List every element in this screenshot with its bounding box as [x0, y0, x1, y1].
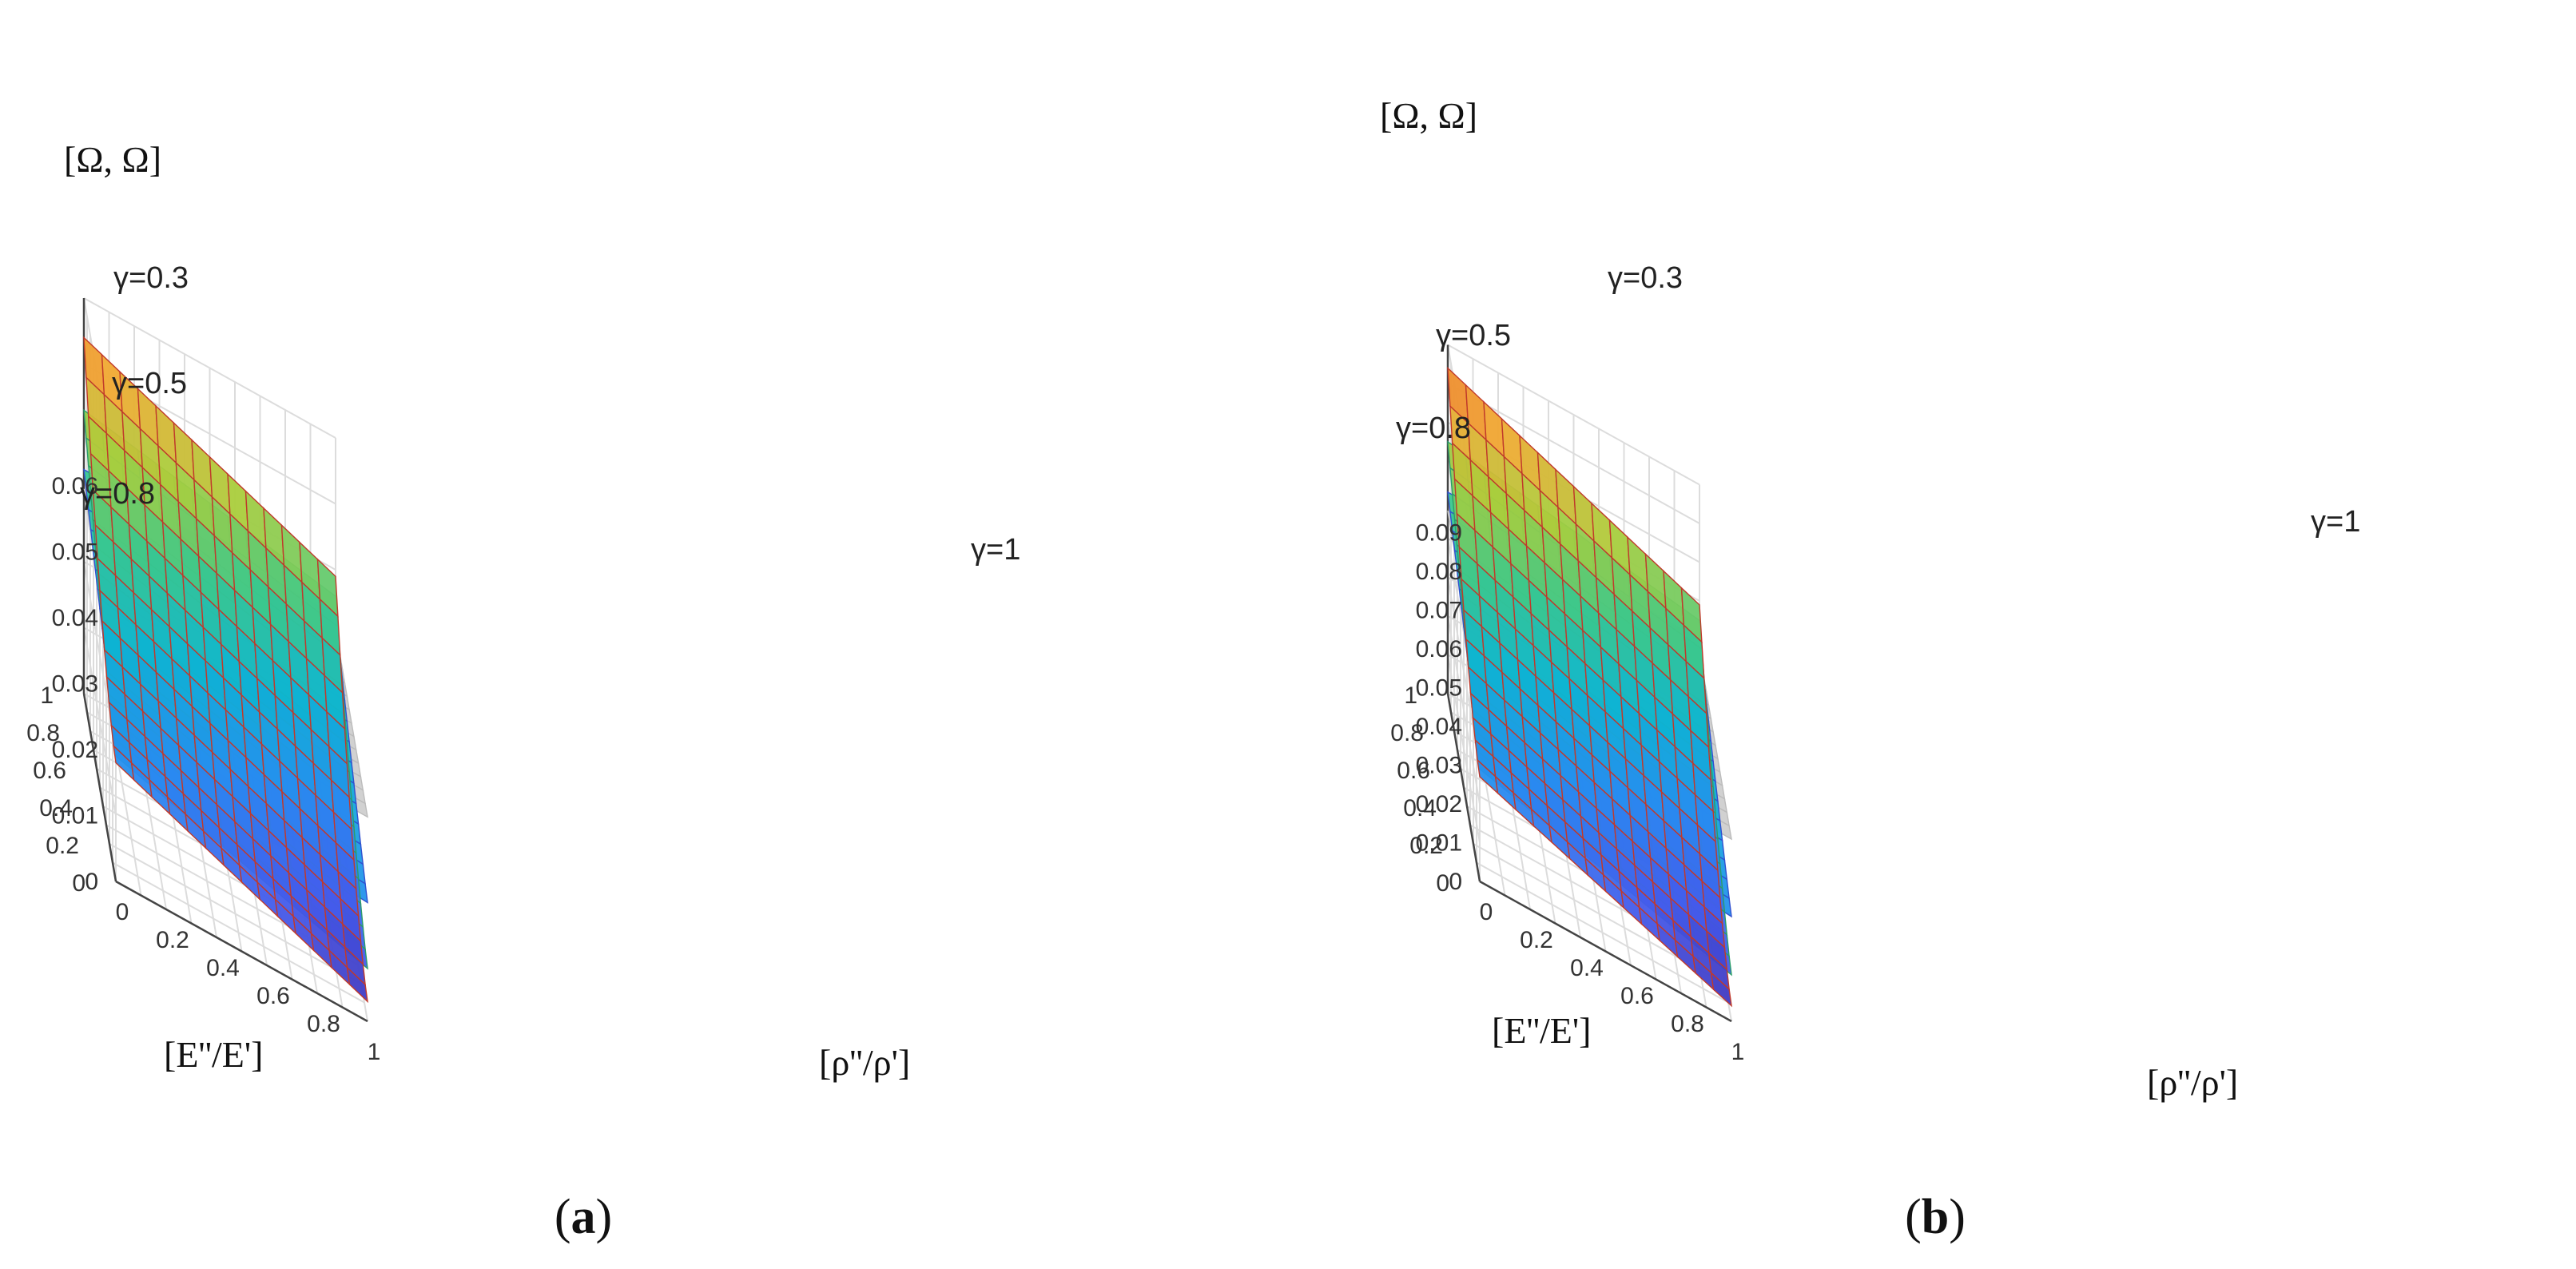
- x-axis-line: [82, 693, 117, 882]
- x-tick-label: 0.4: [1403, 795, 1437, 821]
- caption-b: (b): [1905, 1190, 1966, 1244]
- axes-b: [1446, 344, 1732, 1023]
- z-axis-label: [Ω, Ω]: [64, 139, 161, 180]
- caption-a: (a): [554, 1190, 613, 1244]
- surface-label: γ=0.3: [1608, 261, 1683, 295]
- surface-gamma-0-b: [1447, 366, 1732, 1008]
- back-grid-line: [83, 297, 336, 439]
- z-tick-label: 0: [85, 869, 98, 895]
- z-tick-label: 0.02: [1416, 791, 1462, 817]
- z-axis-label: [Ω, Ω]: [1380, 95, 1477, 136]
- x-tick-label: 0.6: [33, 758, 66, 784]
- surface-label: γ=1: [2311, 505, 2360, 539]
- z-tick-label: 0.05: [52, 539, 98, 566]
- y-axis-line: [115, 880, 368, 1023]
- x-tick-label: 0.6: [1397, 758, 1430, 784]
- z-tick-label: 0.08: [1416, 559, 1462, 585]
- x-tick-label: 0.2: [46, 833, 79, 859]
- y-axis-label: [ρ''/ρ']: [2147, 1062, 2238, 1103]
- surface-label: γ=1: [971, 533, 1020, 567]
- x-axis-label: [E''/E']: [1492, 1010, 1591, 1051]
- x-tick-label: 0.4: [39, 795, 73, 821]
- z-tick-label: 0.09: [1416, 520, 1462, 547]
- surface-label: γ=0.5: [1436, 319, 1511, 352]
- surface-patch: [346, 965, 368, 1004]
- figure-panel-b: 0 0.01 0.02 0.03 0.04 0.05 0.06 0.07 0.08 0.09 0 0.…: [1288, 0, 2576, 1269]
- ticks-a: 00.010.020.030.040.050.0600.20.40.60.810…: [26, 473, 380, 1065]
- surface-label: γ=0.5: [112, 367, 187, 400]
- y-tick-label: 1: [368, 1039, 381, 1065]
- x-axis-label: [E''/E']: [164, 1034, 263, 1075]
- z-tick-label: 0.03: [1416, 753, 1462, 779]
- back-grid-line: [1447, 615, 1481, 805]
- surface-label: γ=0.3: [113, 261, 189, 295]
- y-axis-label: [ρ''/ρ']: [819, 1042, 910, 1083]
- surface-gamma-0-a: [83, 336, 368, 1004]
- y-tick-label: 0.6: [256, 983, 290, 1009]
- back-grid-line: [83, 627, 117, 816]
- x-tick-label: 0.8: [1390, 720, 1424, 746]
- y-tick-label: 0.2: [156, 927, 189, 953]
- z-tick-label: 0.02: [52, 737, 98, 763]
- z-tick-label: 0.03: [52, 671, 98, 698]
- y-axis-line: [1479, 880, 1732, 1023]
- back-grid-line: [1447, 654, 1481, 843]
- z-tick-label: 0.05: [1416, 675, 1462, 702]
- surface-plot-a: 00.010.020.030.040.050.0600.20.40.60.810…: [26, 139, 1020, 1083]
- y-tick-label: 0.2: [1520, 927, 1553, 953]
- x-tick-label: 1: [1404, 682, 1417, 709]
- z-tick-label: 0.07: [1416, 598, 1462, 624]
- back-grid-line: [1447, 344, 1700, 486]
- x-axis-line: [1446, 693, 1481, 882]
- x-tick-label: 0.8: [26, 720, 60, 746]
- x-tick-label: 0: [1436, 870, 1449, 897]
- z-tick-label: 0.06: [1416, 636, 1462, 662]
- y-tick-label: 0.8: [1671, 1011, 1704, 1037]
- y-tick-label: 0.8: [307, 1011, 340, 1037]
- surface-label: γ=0.8: [1396, 412, 1471, 445]
- x-tick-label: 1: [40, 682, 54, 709]
- y-tick-label: 0: [1480, 899, 1493, 925]
- x-tick-label: 0: [72, 870, 85, 897]
- y-tick-label: 0: [116, 899, 129, 925]
- y-tick-label: 0.6: [1620, 983, 1654, 1009]
- surface-plot-b: 00.010.020.030.040.050.060.070.080.0900.…: [1380, 95, 2360, 1103]
- surface-label: γ=0.8: [80, 477, 155, 511]
- z-tick-label: 0.04: [1416, 714, 1462, 740]
- surface-patch: [1710, 971, 1732, 1008]
- z-tick-label: 0.04: [52, 605, 98, 631]
- axes-a: [82, 298, 368, 1023]
- y-tick-label: 1: [1731, 1039, 1745, 1065]
- x-tick-label: 0.2: [1409, 833, 1443, 859]
- z-tick-label: 0.01: [1416, 830, 1462, 857]
- y-tick-label: 0.4: [1570, 955, 1604, 981]
- z-tick-label: 0: [1449, 869, 1462, 895]
- z-tick-label: 0.01: [52, 803, 98, 829]
- ticks-b: 00.010.020.030.040.050.060.070.080.0900.…: [1390, 520, 1744, 1066]
- z-tick-label: 0.06: [52, 473, 98, 499]
- figure-panel-a: 0 0.01 0.02 0.03 0.04 0.05 0.06 0 0.2 0.4 0.6 0.8 1 0…: [26, 139, 1020, 1244]
- y-tick-label: 0.4: [206, 955, 240, 981]
